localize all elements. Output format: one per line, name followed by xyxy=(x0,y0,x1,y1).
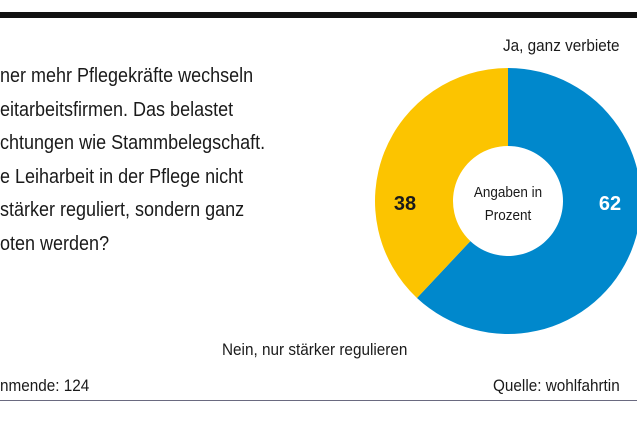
slice-label-yes: Ja, ganz verbiete xyxy=(503,36,620,55)
center-label-line2: Prozent xyxy=(485,207,531,224)
center-label-line1: Angaben in xyxy=(474,184,542,201)
question-line: eitarbeitsfirmen. Das belastet xyxy=(0,98,234,121)
question-line: oten werden? xyxy=(0,232,110,255)
question-line: ner mehr Pflegekräfte wechseln xyxy=(0,65,254,87)
slice-label-no: Nein, nur stärker regulieren xyxy=(222,340,408,359)
donut-slice-1 xyxy=(375,68,508,298)
question-line: stärker reguliert, sondern ganz xyxy=(0,199,245,221)
slice-value-yes: 62 xyxy=(599,193,621,215)
donut-slice-0 xyxy=(416,68,637,334)
question-text: ner mehr Pflegekräfte wechseln eitarbeit… xyxy=(0,60,306,261)
slice-value-no: 38 xyxy=(394,193,416,215)
top-rule xyxy=(0,12,637,18)
question-line: chtungen wie Stammbelegschaft. xyxy=(0,132,266,154)
question-line: e Leiharbeit in der Pflege nicht xyxy=(0,165,244,188)
votes-count: nmende: 124 xyxy=(0,376,90,395)
bottom-rule xyxy=(0,400,637,401)
source-note: Quelle: wohlfahrtin xyxy=(493,376,620,395)
